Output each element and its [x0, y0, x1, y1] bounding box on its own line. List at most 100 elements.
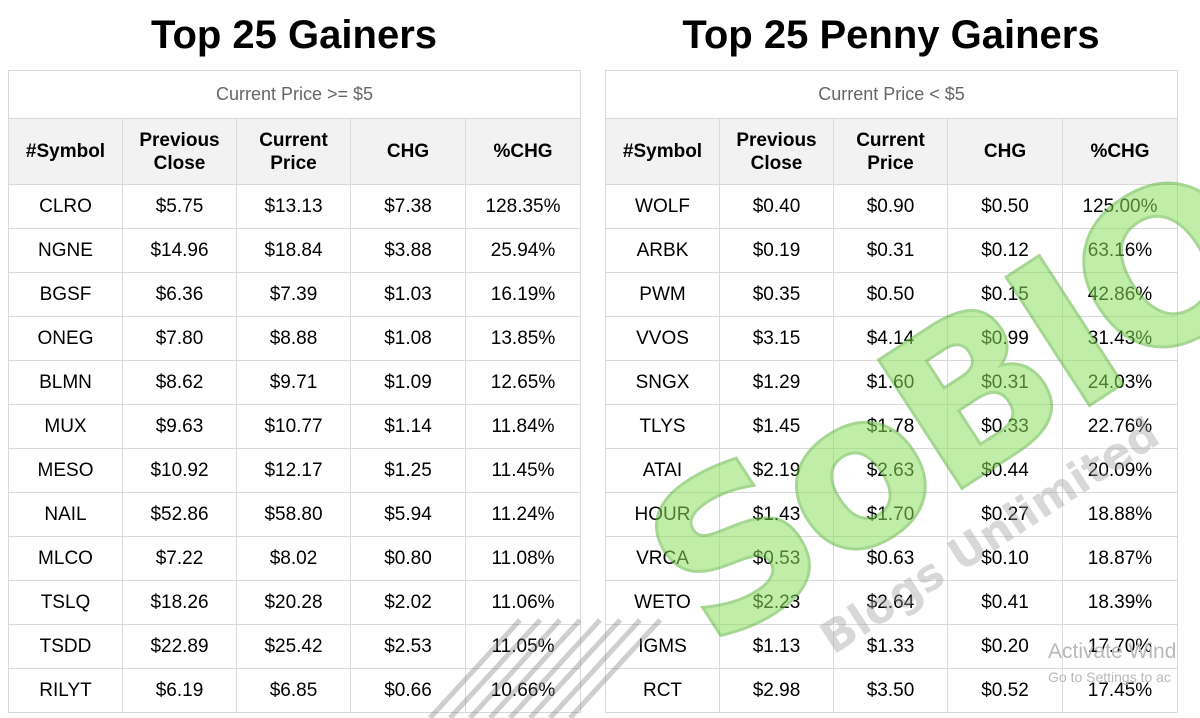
previous-close-cell: $7.80 [122, 316, 237, 361]
chg-cell: $7.38 [350, 184, 466, 229]
table-row: TSLQ $18.26 $20.28 $2.02 11.06% [8, 580, 582, 625]
previous-close-cell: $6.19 [122, 668, 237, 713]
current-price-cell: $9.71 [236, 360, 351, 405]
previous-close-cell: $52.86 [122, 492, 237, 537]
previous-close-cell: $7.22 [122, 536, 237, 581]
pct-chg-cell: 31.43% [1062, 316, 1178, 361]
table-row: RCT $2.98 $3.50 $0.52 17.45% [605, 668, 1178, 713]
current-price-cell: $20.28 [236, 580, 351, 625]
table-row: RILYT $6.19 $6.85 $0.66 10.66% [8, 668, 582, 713]
pct-chg-cell: 128.35% [464, 184, 582, 229]
previous-close-cell: $6.36 [122, 272, 237, 317]
pct-chg-cell: 18.39% [1062, 580, 1178, 625]
current-price-cell: $12.17 [236, 448, 351, 493]
table-row: HOUR $1.43 $1.70 $0.27 18.88% [605, 492, 1178, 537]
column-header-chg: CHG [947, 118, 1063, 185]
chg-cell: $1.03 [350, 272, 466, 317]
chg-cell: $0.10 [947, 536, 1063, 581]
current-price-cell: $7.39 [236, 272, 351, 317]
penny-gainers-table: Current Price < $5 #Symbol Previous Clos… [605, 70, 1178, 713]
current-price-cell: $0.63 [833, 536, 948, 581]
table-row: BLMN $8.62 $9.71 $1.09 12.65% [8, 360, 582, 405]
current-price-cell: $25.42 [236, 624, 351, 669]
penny-gainers-title: Top 25 Penny Gainers [682, 13, 1100, 57]
column-header-symbol: #Symbol [8, 118, 123, 185]
gainers-table: Current Price >= $5 #Symbol Previous Clo… [7, 70, 582, 713]
symbol-cell: PWM [605, 272, 720, 317]
symbol-cell: SNGX [605, 360, 720, 405]
current-price-cell: $8.88 [236, 316, 351, 361]
current-price-cell: $18.84 [236, 228, 351, 273]
pct-chg-cell: 42.86% [1062, 272, 1178, 317]
pct-chg-cell: 16.19% [464, 272, 582, 317]
table-row: WETO $2.23 $2.64 $0.41 18.39% [605, 580, 1178, 625]
pct-chg-cell: 18.87% [1062, 536, 1178, 581]
symbol-cell: VRCA [605, 536, 720, 581]
table-row: SNGX $1.29 $1.60 $0.31 24.03% [605, 360, 1178, 405]
current-price-cell: $0.31 [833, 228, 948, 273]
pct-chg-cell: 11.05% [464, 624, 582, 669]
pct-chg-cell: 11.06% [464, 580, 582, 625]
column-header-previous-close: Previous Close [122, 118, 237, 185]
current-price-cell: $8.02 [236, 536, 351, 581]
symbol-cell: ATAI [605, 448, 720, 493]
pct-chg-cell: 11.45% [464, 448, 582, 493]
previous-close-cell: $5.75 [122, 184, 237, 229]
symbol-cell: NGNE [8, 228, 123, 273]
column-header-current-price: Current Price [833, 118, 948, 185]
gainers-rows: CLRO $5.75 $13.13 $7.38 128.35% NGNE $14.96 $18… [8, 184, 582, 713]
chg-cell: $1.25 [350, 448, 466, 493]
current-price-cell: $2.64 [833, 580, 948, 625]
chg-cell: $0.31 [947, 360, 1063, 405]
current-price-cell: $58.80 [236, 492, 351, 537]
current-price-cell: $6.85 [236, 668, 351, 713]
previous-close-cell: $0.19 [719, 228, 834, 273]
table-row: TLYS $1.45 $1.78 $0.33 22.76% [605, 404, 1178, 449]
pct-chg-cell: 11.84% [464, 404, 582, 449]
table-row: TSDD $22.89 $25.42 $2.53 11.05% [8, 624, 582, 669]
previous-close-cell: $0.40 [719, 184, 834, 229]
chg-cell: $1.08 [350, 316, 466, 361]
column-header-pct-chg: %CHG [464, 118, 582, 185]
symbol-cell: BLMN [8, 360, 123, 405]
chg-cell: $2.02 [350, 580, 466, 625]
previous-close-cell: $8.62 [122, 360, 237, 405]
chg-cell: $0.33 [947, 404, 1063, 449]
chg-cell: $0.15 [947, 272, 1063, 317]
symbol-cell: WOLF [605, 184, 720, 229]
previous-close-cell: $1.43 [719, 492, 834, 537]
table-row: VVOS $3.15 $4.14 $0.99 31.43% [605, 316, 1178, 361]
penny-gainers-rows: WOLF $0.40 $0.90 $0.50 125.00% ARBK $0.19 $0.31… [605, 184, 1178, 713]
table-row: VRCA $0.53 $0.63 $0.10 18.87% [605, 536, 1178, 581]
table-row: CLRO $5.75 $13.13 $7.38 128.35% [8, 184, 582, 229]
column-header-pct-chg: %CHG [1062, 118, 1178, 185]
chg-cell: $0.41 [947, 580, 1063, 625]
symbol-cell: RILYT [8, 668, 123, 713]
gainers-caption: Current Price >= $5 [7, 70, 582, 119]
chg-cell: $3.88 [350, 228, 466, 273]
chg-cell: $5.94 [350, 492, 466, 537]
table-row: ATAI $2.19 $2.63 $0.44 20.09% [605, 448, 1178, 493]
symbol-cell: VVOS [605, 316, 720, 361]
symbol-cell: WETO [605, 580, 720, 625]
pct-chg-cell: 17.45% [1062, 668, 1178, 713]
gainers-title: Top 25 Gainers [150, 13, 437, 57]
pct-chg-cell: 13.85% [464, 316, 582, 361]
current-price-cell: $10.77 [236, 404, 351, 449]
previous-close-cell: $1.13 [719, 624, 834, 669]
pct-chg-cell: 20.09% [1062, 448, 1178, 493]
pct-chg-cell: 18.88% [1062, 492, 1178, 537]
table-row: ARBK $0.19 $0.31 $0.12 63.16% [605, 228, 1178, 273]
symbol-cell: CLRO [8, 184, 123, 229]
table-row: PWM $0.35 $0.50 $0.15 42.86% [605, 272, 1178, 317]
chg-cell: $0.52 [947, 668, 1063, 713]
symbol-cell: TLYS [605, 404, 720, 449]
table-row: MESO $10.92 $12.17 $1.25 11.45% [8, 448, 582, 493]
pct-chg-cell: 63.16% [1062, 228, 1178, 273]
symbol-cell: TSLQ [8, 580, 123, 625]
column-header-previous-close: Previous Close [719, 118, 834, 185]
previous-close-cell: $14.96 [122, 228, 237, 273]
previous-close-cell: $0.53 [719, 536, 834, 581]
current-price-cell: $3.50 [833, 668, 948, 713]
chg-cell: $0.44 [947, 448, 1063, 493]
